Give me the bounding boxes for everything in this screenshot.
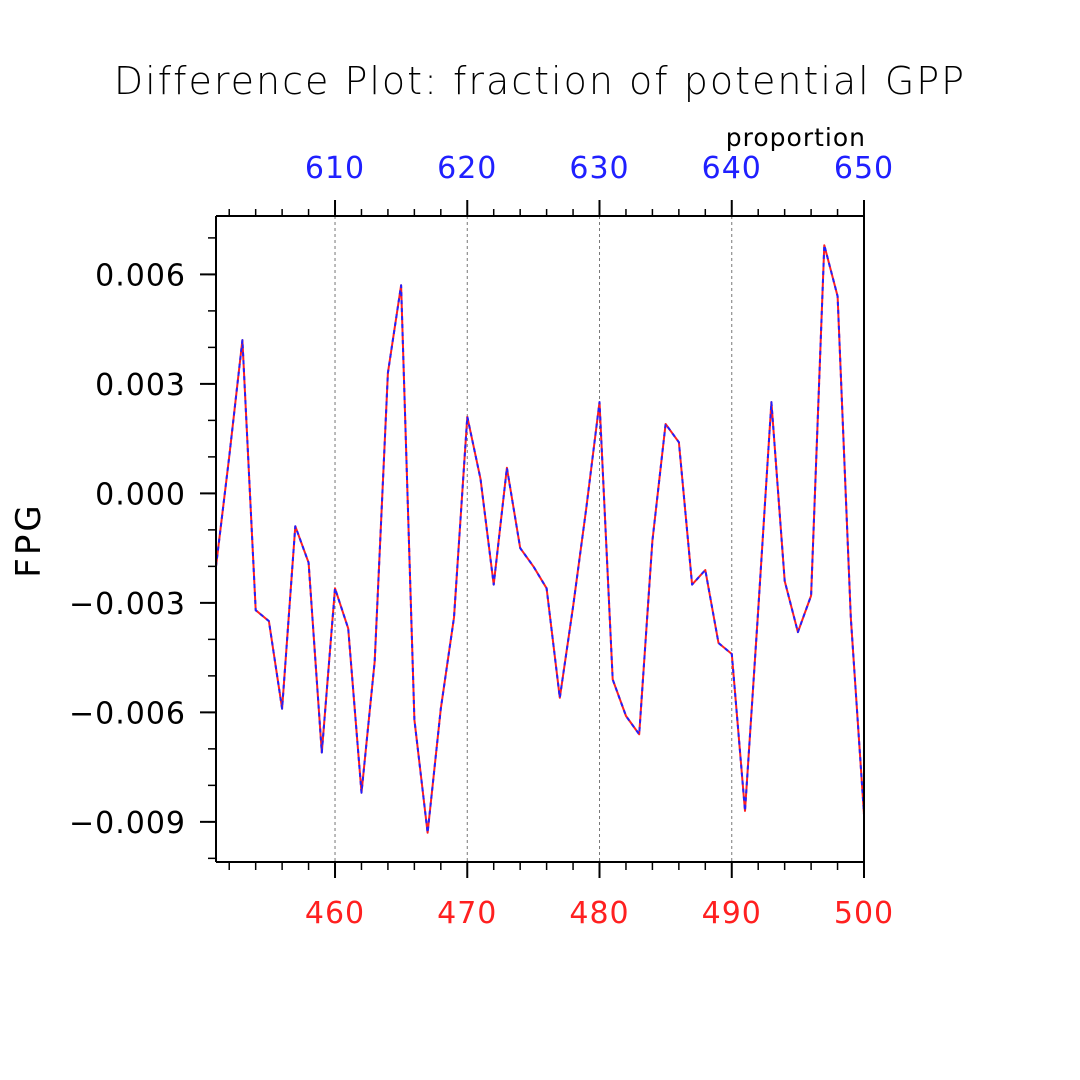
y-tick-label: 0.000: [95, 477, 186, 512]
top-tick-label: 650: [834, 151, 894, 186]
y-tick-label: −0.009: [69, 806, 186, 841]
axes: [200, 200, 865, 878]
bottom-tick-label: 480: [569, 896, 629, 931]
top-tick-label: 630: [569, 151, 629, 186]
top-tick-label: 620: [437, 151, 497, 186]
bottom-tick-label: 490: [702, 896, 762, 931]
bottom-tick-label: 460: [305, 896, 365, 931]
y-axis-label: FPG: [9, 502, 49, 577]
bottom-tick-label: 500: [834, 896, 894, 931]
y-tick-label: 0.006: [95, 258, 186, 293]
series-layer: [215, 244, 865, 834]
y-tick-label: −0.003: [69, 587, 186, 622]
series-line-2: [215, 244, 865, 834]
top-tick-label: 640: [702, 151, 762, 186]
y-tick-label: −0.006: [69, 696, 186, 731]
top-axis-label: proportion: [726, 123, 866, 152]
y-tick-label: 0.003: [95, 368, 186, 403]
chart-title: Difference Plot: fraction of potential G…: [114, 59, 966, 103]
tick-labels: 460 470 480 490 500 610 620 630 640 650 0.006 0.003…: [69, 151, 894, 931]
grid-lines: [334, 216, 733, 862]
top-tick-label: 610: [305, 151, 365, 186]
series-line-1: [215, 244, 865, 834]
bottom-tick-label: 470: [437, 896, 497, 931]
